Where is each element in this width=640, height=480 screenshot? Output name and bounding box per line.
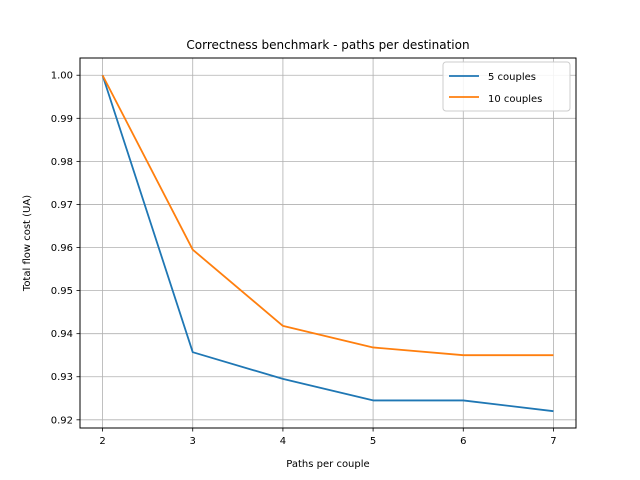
x-axis-ticks: 2 3 4 5 6 7 bbox=[99, 428, 557, 447]
x-tick-label: 2 bbox=[99, 436, 105, 447]
y-tick-label: 0.99 bbox=[51, 114, 73, 125]
y-tick-label: 0.94 bbox=[51, 329, 73, 340]
grid bbox=[80, 58, 576, 428]
legend-label-10-couples: 10 couples bbox=[488, 94, 542, 105]
series-lines bbox=[101, 74, 554, 413]
series-line-10-couples bbox=[101, 74, 554, 357]
x-axis-label: Paths per couple bbox=[286, 459, 369, 470]
x-tick-label: 6 bbox=[460, 436, 466, 447]
x-tick-label: 4 bbox=[280, 436, 286, 447]
y-tick-label: 0.98 bbox=[51, 157, 73, 168]
chart-title: Correctness benchmark - paths per destin… bbox=[186, 38, 469, 52]
legend-label-5-couples: 5 couples bbox=[488, 72, 536, 83]
y-tick-label: 0.93 bbox=[51, 372, 73, 383]
legend: 5 couples 10 couples bbox=[442, 61, 571, 112]
y-tick-label: 0.92 bbox=[51, 415, 73, 426]
x-tick-label: 5 bbox=[370, 436, 376, 447]
series-line-5-couples bbox=[101, 74, 554, 413]
y-tick-label: 0.97 bbox=[51, 200, 73, 211]
y-axis-ticks: 0.92 0.93 0.94 0.95 0.96 0.97 0.98 0.99 1.00 bbox=[51, 71, 80, 426]
x-tick-label: 7 bbox=[550, 436, 556, 447]
x-tick-label: 3 bbox=[190, 436, 196, 447]
y-tick-label: 0.96 bbox=[51, 243, 73, 254]
y-axis-label: Total flow cost (UA) bbox=[22, 195, 33, 292]
y-tick-label: 0.95 bbox=[51, 286, 73, 297]
y-tick-label: 1.00 bbox=[51, 71, 73, 82]
plot-frame bbox=[79, 57, 577, 429]
legend-box bbox=[442, 61, 571, 112]
